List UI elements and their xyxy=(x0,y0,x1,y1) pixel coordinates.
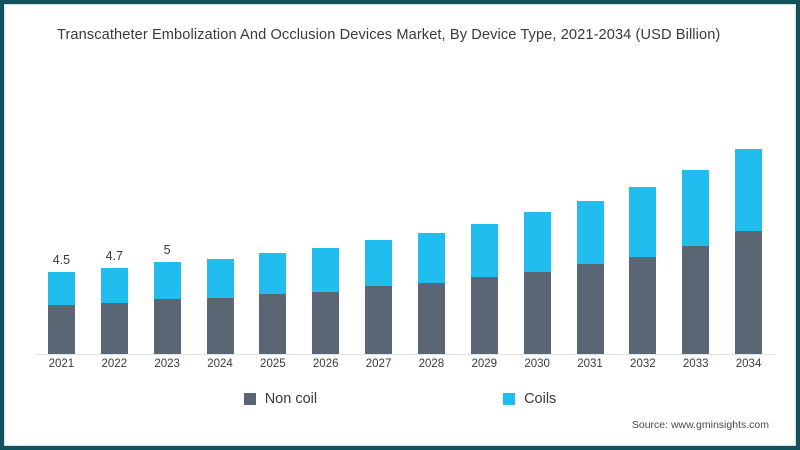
bar-group[interactable] xyxy=(470,223,498,355)
bar-segment-coils[interactable] xyxy=(682,169,710,246)
bar-segment-coils[interactable] xyxy=(206,258,234,298)
bar-segment-coils[interactable] xyxy=(470,223,498,278)
legend-label: Coils xyxy=(524,391,557,407)
axis-baseline xyxy=(35,354,775,355)
x-axis-tick-2022: 2022 xyxy=(101,358,128,370)
bar-value-label: 5 xyxy=(163,243,171,258)
bar-segment-coils[interactable] xyxy=(735,149,763,231)
x-axis-tick-2029: 2029 xyxy=(471,358,498,370)
bar-segment-coils[interactable] xyxy=(100,267,128,304)
bar-segment-non-coil[interactable] xyxy=(47,305,75,355)
bar-group[interactable] xyxy=(576,201,604,355)
bar-group[interactable] xyxy=(206,258,234,355)
bar-segment-non-coil[interactable] xyxy=(100,303,128,355)
x-axis-tick-2023: 2023 xyxy=(154,358,180,370)
bar-group[interactable] xyxy=(365,240,393,355)
x-axis-tick-2034: 2034 xyxy=(735,358,762,370)
legend-swatch-icon xyxy=(243,393,256,405)
x-axis-tick-2031: 2031 xyxy=(577,358,603,370)
bar-segment-non-coil[interactable] xyxy=(470,277,498,355)
bar-segment-coils[interactable] xyxy=(365,240,393,287)
plot-area: 4.5 4.7 5 xyxy=(35,105,775,355)
legend-swatch-icon xyxy=(503,393,516,405)
bar-group[interactable] xyxy=(523,212,551,355)
bar-segment-non-coil[interactable] xyxy=(312,292,340,355)
x-axis-tick-2032: 2032 xyxy=(630,358,656,370)
bar-segment-coils[interactable] xyxy=(153,262,181,300)
x-axis-tick-2025: 2025 xyxy=(260,358,286,370)
bar-segment-non-coil[interactable] xyxy=(523,271,551,355)
x-axis-tick-2030: 2030 xyxy=(524,358,550,370)
bar-segment-coils[interactable] xyxy=(417,232,445,283)
bar-value-label: 4.5 xyxy=(52,252,71,267)
legend-label: Non coil xyxy=(264,391,318,407)
bar-segment-non-coil[interactable] xyxy=(682,245,710,355)
x-axis-tick-2033: 2033 xyxy=(682,358,709,370)
bar-group[interactable] xyxy=(735,149,763,355)
bar-group[interactable] xyxy=(629,186,657,355)
x-axis-tick-2027: 2027 xyxy=(365,358,392,370)
bar-segment-non-coil[interactable] xyxy=(206,297,234,355)
bar-group[interactable]: 5 xyxy=(153,243,181,355)
bar-group[interactable] xyxy=(417,232,445,355)
bar-segment-coils[interactable] xyxy=(576,201,604,265)
chart-title: Transcatheter Embolization And Occlusion… xyxy=(57,27,721,43)
x-axis-tick-2028: 2028 xyxy=(418,358,445,370)
bar-segment-coils[interactable] xyxy=(47,271,75,306)
chart-canvas: Transcatheter Embolization And Occlusion… xyxy=(4,4,796,446)
bar-segment-non-coil[interactable] xyxy=(417,282,445,355)
x-axis-tick-2026: 2026 xyxy=(312,358,339,370)
legend-item-non-coil[interactable]: Non coil xyxy=(243,391,318,407)
bar-group[interactable]: 4.7 xyxy=(100,249,128,355)
source-attribution: Source: www.gminsights.com xyxy=(631,419,769,431)
bar-segment-coils[interactable] xyxy=(523,212,551,272)
x-axis-tick-2021: 2021 xyxy=(48,358,75,370)
bar-segment-non-coil[interactable] xyxy=(259,293,287,355)
bar-group[interactable] xyxy=(259,253,287,355)
bar-value-label: 4.7 xyxy=(105,248,123,263)
bar-segment-non-coil[interactable] xyxy=(629,256,657,355)
bar-group[interactable] xyxy=(682,169,710,355)
bar-segment-coils[interactable] xyxy=(312,247,340,293)
x-axis-tick-2024: 2024 xyxy=(207,358,233,370)
bar-group[interactable] xyxy=(312,247,340,355)
bar-segment-non-coil[interactable] xyxy=(576,264,604,355)
bar-segment-non-coil[interactable] xyxy=(365,286,393,355)
bar-segment-non-coil[interactable] xyxy=(153,299,181,355)
chart-legend: Non coil Coils xyxy=(5,391,795,407)
bar-segment-coils[interactable] xyxy=(629,186,657,257)
bar-segment-non-coil[interactable] xyxy=(735,230,763,355)
bar-segment-coils[interactable] xyxy=(259,253,287,294)
bar-group[interactable]: 4.5 xyxy=(47,253,75,355)
legend-item-coils[interactable]: Coils xyxy=(503,391,556,407)
